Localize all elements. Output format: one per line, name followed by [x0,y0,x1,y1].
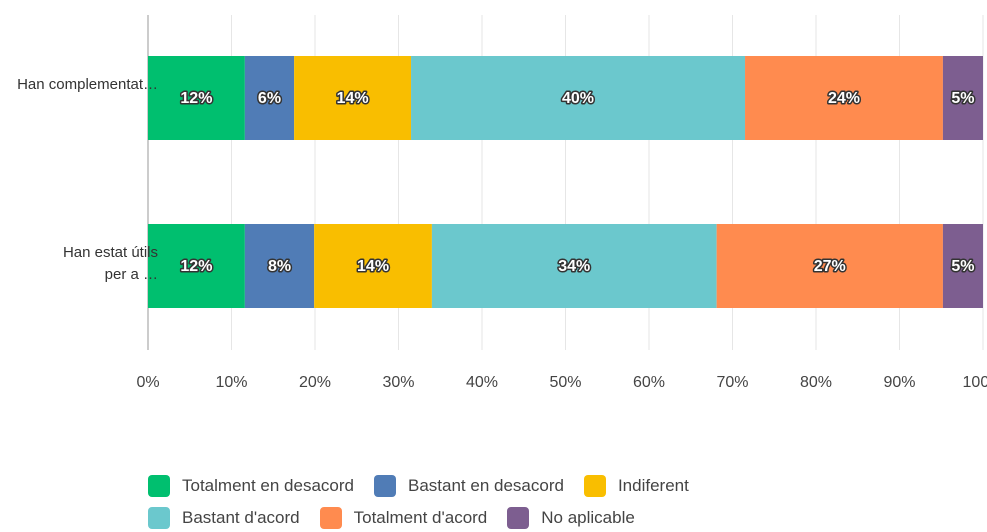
bar-segment [314,224,432,308]
data-label: 14% [357,258,389,275]
bar-segment [244,56,295,140]
x-tick-label: 50% [549,374,581,391]
x-tick-label: 70% [716,374,748,391]
category-label: Han estat útils per a … [62,244,158,283]
legend-item: Bastant en desacord [374,474,564,498]
bar-segment [294,56,412,140]
data-label: 40% [562,90,594,107]
legend-swatch [319,507,342,529]
legend: Totalment en desacord Bastant en desacord… [148,474,828,530]
bar-segment [148,56,245,140]
data-label: 12% [180,90,212,107]
data-label: 5% [951,90,974,107]
data-label: 12% [180,258,212,275]
legend-label: Bastant d'acord [182,508,300,527]
bar-segment [411,56,746,140]
data-label: 27% [814,258,846,275]
bar-segment [942,224,983,308]
legend-swatch [507,507,530,529]
x-tick-label: 10% [215,374,247,391]
data-label: 5% [951,258,974,275]
bar-segment [716,224,943,308]
legend-item: Bastant d'acord [148,506,300,530]
bar-segment [745,56,943,140]
legend-swatch [583,475,606,497]
data-label: 6% [258,90,281,107]
bar-segment [942,56,983,140]
legend-item: Indiferent [583,474,689,498]
x-tick-label: 90% [883,374,915,391]
legend-swatch [148,475,170,497]
x-tick-label: 80% [800,374,832,391]
legend-label: Indiferent [617,476,689,495]
category-label: Han complementat… [17,76,158,93]
legend-label: Totalment en desacord [182,476,354,495]
data-label: 34% [558,258,590,275]
bar-segment [431,224,717,308]
x-tick-label: 60% [633,374,665,391]
data-label: 14% [337,90,369,107]
data-label: 24% [828,90,860,107]
legend-item: Totalment d'acord [319,506,488,530]
x-tick-label: 30% [382,374,414,391]
chart: 0% 10% 20% 30% 40% 50% 60% 70% 80% 90% 100% 12% 6% 14… [136,15,987,391]
x-tick-label: 40% [466,374,498,391]
legend-label: Bastant en desacord [408,476,564,495]
x-tick-label: 20% [299,374,331,391]
legend-swatch [374,475,396,497]
x-tick-label: 0% [136,374,159,391]
x-tick-label: 100% [963,374,987,391]
legend-label: No aplicable [541,508,635,527]
bar-segment [244,224,315,308]
data-label: 8% [268,258,291,275]
legend-swatch [148,507,170,529]
legend-item: No aplicable [507,506,635,530]
legend-item: Totalment en desacord [148,474,354,498]
bar-segment [148,224,245,308]
legend-label: Totalment d'acord [353,508,488,527]
